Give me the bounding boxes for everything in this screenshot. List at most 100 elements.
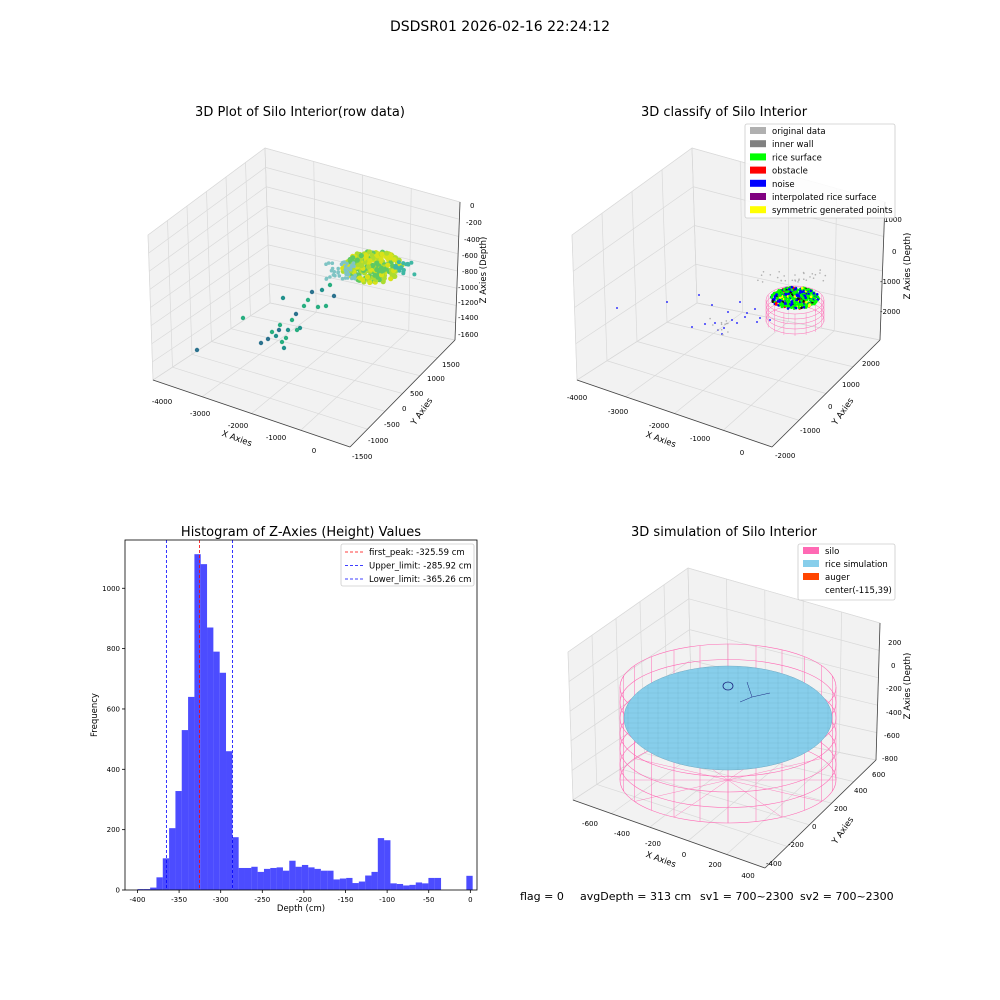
classify-original-point [783, 275, 785, 277]
raw-z-tick: -1600 [458, 331, 478, 339]
raw-y-tick: -500 [384, 421, 400, 429]
simulation-y-ticks: -400 -200 0 200 400 600 [766, 771, 885, 868]
raw-z-tick: -1000 [458, 284, 478, 292]
classify-point [777, 289, 781, 292]
gridline [606, 360, 800, 421]
raw-scatter-point [350, 255, 356, 261]
raw-scatter-point [277, 322, 283, 328]
raw-scatter-point [294, 327, 300, 333]
histogram-bar [257, 871, 264, 890]
histogram-bar [320, 870, 328, 890]
raw-scatter-point [265, 336, 271, 342]
simulation-legend-label: center(-115,39) [825, 586, 892, 596]
gridline [211, 341, 403, 394]
gridline [596, 784, 788, 847]
classify-legend-swatch [750, 166, 766, 174]
classify-point [810, 303, 813, 306]
raw-scatter-point [384, 250, 390, 256]
simulation-z-tick: 200 [888, 639, 901, 647]
raw-scatter-point [367, 258, 373, 264]
histogram-bar [207, 627, 214, 890]
histogram-bars [137, 554, 473, 890]
silo-floor-spoke [727, 779, 822, 802]
classify-point [797, 306, 801, 309]
classify-point [783, 302, 787, 305]
classify-point [785, 290, 788, 294]
classify-point [791, 296, 794, 300]
sv1-text: sv1 = 700~2300 [700, 890, 794, 903]
classify-legend-label: rice surface [772, 153, 822, 163]
raw-scatter-point [324, 277, 329, 281]
classify-point [774, 301, 778, 305]
z-axis-line [875, 622, 881, 761]
classify-noise-point [704, 323, 706, 325]
classify-point [813, 296, 817, 300]
histogram-x-tick-label: -350 [171, 896, 187, 904]
raw-scatter-point [324, 262, 328, 267]
simulation-y-tick: -200 [788, 841, 804, 849]
raw-scatter-point [281, 345, 287, 351]
simulation-legend-label: rice simulation [825, 560, 888, 570]
gridline [147, 234, 154, 381]
gridline [264, 147, 271, 304]
raw-scatter-point [397, 268, 402, 273]
gridline [186, 205, 193, 355]
classify-y-tick: 2000 [862, 360, 880, 368]
raw-scatter-point [372, 272, 378, 278]
histogram-bar [365, 875, 372, 890]
raw-scatter-point [280, 295, 286, 301]
raw-z-tick: 0 [470, 202, 474, 210]
raw-z-tick: -400 [464, 236, 480, 244]
classify-x-tick: -3000 [608, 408, 628, 416]
histogram-bar [377, 838, 385, 890]
raw-x-label: X Axies [220, 429, 253, 449]
raw-z-label: Z Axies (Depth) [479, 237, 489, 304]
classify-point [803, 294, 806, 297]
classify-original-point [762, 271, 765, 273]
classify-z-tick: -1000 [880, 278, 900, 286]
raw-scatter-point [309, 289, 315, 295]
classify-point [787, 298, 791, 301]
figure-suptitle: DSDSR01 2026-02-16 22:24:12 [390, 19, 610, 35]
classify-original-point [709, 317, 711, 320]
gridline [591, 635, 598, 785]
gridline [206, 191, 212, 342]
gridline [838, 611, 842, 753]
histogram-bar [339, 878, 347, 890]
subplot-classify: 3D classify of Silo Interior -4000 -3000… [567, 105, 913, 460]
classify-point [792, 292, 796, 295]
raw-scatter-point [346, 266, 351, 271]
raw-scatter-point [326, 261, 331, 265]
gridline [250, 315, 438, 359]
simulation-legend-label: auger [825, 573, 850, 583]
raw-scatter-points [194, 249, 417, 353]
gridline [569, 629, 690, 712]
classify-point [816, 295, 820, 299]
classify-point [784, 297, 787, 301]
raw-x-tick: 0 [312, 447, 316, 455]
raw-scatter-point [330, 261, 335, 266]
classify-point [812, 302, 816, 306]
histogram-bar [156, 877, 163, 890]
classify-original-point [812, 277, 815, 280]
raw-y-label: Y Axies [409, 396, 436, 428]
histogram-x-tick-label: -200 [296, 896, 312, 904]
center-axis-line [739, 696, 753, 703]
histogram-y-tick-label: 200 [107, 826, 120, 834]
x-axis-line [576, 379, 773, 448]
raw-scatter-point [353, 273, 358, 278]
simulation-y-label: Y Axies [830, 815, 857, 847]
classify-z-tick: -2000 [880, 308, 900, 316]
classify-legend: original data inner wall rice surface obsta… [744, 123, 896, 219]
sv2-text: sv2 = 700~2300 [800, 890, 894, 903]
raw-scatter-point [329, 268, 334, 273]
histogram-bar [384, 840, 391, 890]
classify-plot-title: 3D classify of Silo Interior [641, 105, 808, 120]
classify-point [778, 298, 781, 302]
raw-scatter-point [336, 266, 341, 271]
gridline [567, 567, 689, 653]
classify-original-point [778, 271, 780, 273]
classify-point [807, 304, 811, 308]
classify-original-point [769, 274, 772, 276]
